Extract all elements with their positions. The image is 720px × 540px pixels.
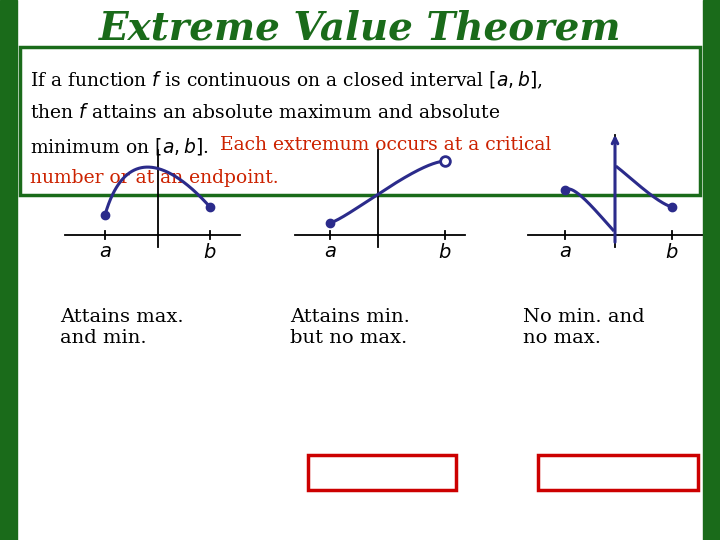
Text: minimum on $[a, b]$.: minimum on $[a, b]$. — [30, 136, 209, 157]
Text: Not continuous: Not continuous — [548, 463, 688, 482]
Text: If a function $f$ is continuous on a closed interval $[a,b]$,: If a function $f$ is continuous on a clo… — [30, 70, 543, 91]
Bar — [0, 0, 17, 540]
Text: number or at an endpoint.: number or at an endpoint. — [30, 169, 279, 187]
Text: Open Interval: Open Interval — [319, 463, 445, 482]
Text: Each extremum occurs at a critical: Each extremum occurs at a critical — [220, 136, 552, 154]
Text: No min. and
no max.: No min. and no max. — [523, 308, 644, 347]
Text: $b$: $b$ — [438, 243, 451, 262]
Text: $b$: $b$ — [203, 243, 217, 262]
Text: $b$: $b$ — [665, 243, 679, 262]
Text: then $f$ attains an absolute maximum and absolute: then $f$ attains an absolute maximum and… — [30, 103, 500, 122]
Text: $a$: $a$ — [99, 243, 112, 261]
Text: Extreme Value Theorem: Extreme Value Theorem — [99, 9, 621, 47]
Text: Attains min.
but no max.: Attains min. but no max. — [290, 308, 410, 347]
Bar — [20, 47, 700, 195]
Text: $a$: $a$ — [559, 243, 572, 261]
Bar — [538, 455, 698, 490]
Bar — [703, 0, 720, 540]
Text: Attains max.
and min.: Attains max. and min. — [60, 308, 184, 347]
Bar — [308, 455, 456, 490]
Text: $a$: $a$ — [324, 243, 336, 261]
